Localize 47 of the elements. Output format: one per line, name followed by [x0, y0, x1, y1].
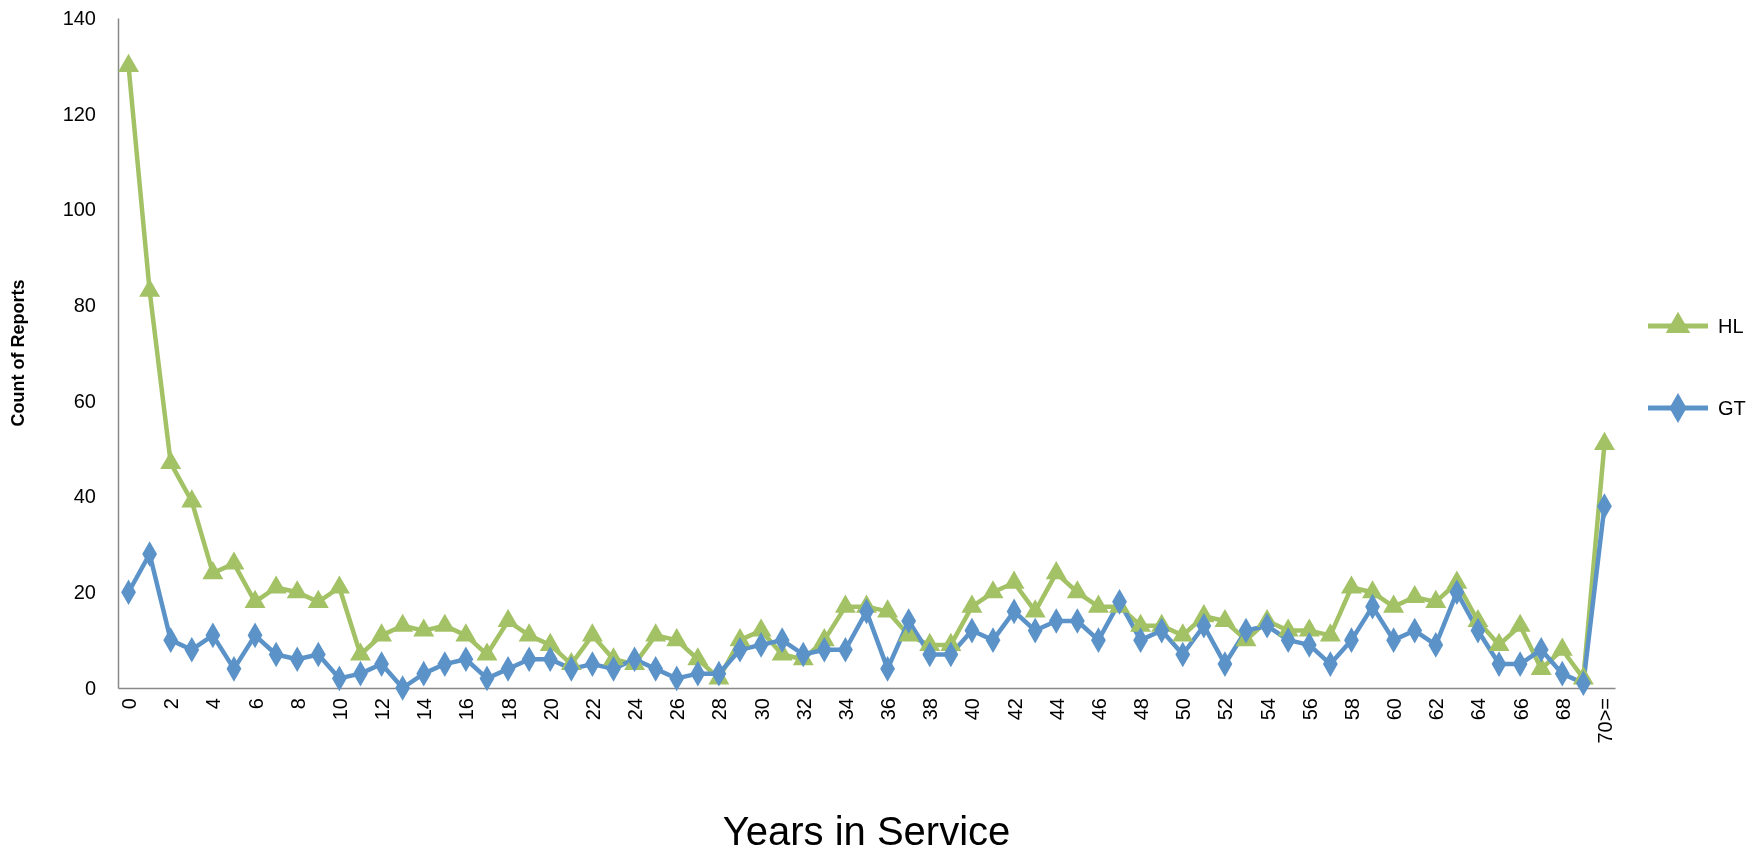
x-tick-label: 10	[328, 698, 351, 721]
x-tick-label: 64	[1467, 698, 1490, 721]
x-tick-label: 66	[1509, 698, 1532, 721]
x-tick-label: 46	[1087, 698, 1110, 721]
x-tick-label: 48	[1130, 698, 1153, 721]
y-tick-label: 20	[73, 581, 96, 604]
x-tick-label: 24	[624, 698, 647, 721]
x-tick-label: 52	[1214, 698, 1237, 721]
x-tick-label: 30	[750, 698, 773, 721]
x-tick-label: 44	[1045, 698, 1068, 721]
x-tick-label: 12	[371, 698, 394, 721]
x-tick-label: 56	[1298, 698, 1321, 721]
x-tick-label: 68	[1551, 698, 1574, 721]
x-tick-label: 2	[160, 698, 183, 710]
x-tick-label: 14	[413, 698, 436, 721]
x-tick-label: 34	[834, 698, 857, 721]
y-axis-title: Count of Reports	[8, 279, 28, 427]
x-tick-label: 16	[455, 698, 478, 721]
y-tick-label: 60	[73, 389, 96, 412]
y-tick-label: 100	[62, 198, 96, 221]
x-tick-label: 0	[118, 698, 141, 710]
x-tick-label: 50	[1172, 698, 1195, 721]
x-tick-label: 18	[497, 698, 520, 721]
x-tick-label: 26	[666, 698, 689, 721]
y-tick-label: 140	[62, 6, 96, 29]
y-tick-label: 80	[73, 294, 96, 317]
x-tick-label: 8	[286, 698, 309, 710]
y-tick-label: 40	[73, 485, 96, 508]
x-tick-label: 36	[877, 698, 900, 721]
x-tick-label: 22	[581, 698, 604, 721]
x-tick-label: 6	[244, 698, 267, 710]
legend-label: GT	[1718, 397, 1746, 419]
x-tick-label: 60	[1383, 698, 1406, 721]
x-axis-title: Years in Service	[722, 809, 1011, 853]
x-tick-label: 42	[1003, 698, 1026, 721]
x-tick-label: 40	[961, 698, 984, 721]
x-tick-label: 70>=	[1593, 698, 1616, 744]
x-tick-label: 32	[792, 698, 815, 721]
x-tick-label: 38	[919, 698, 942, 721]
legend-label: HL	[1718, 315, 1744, 337]
x-tick-label: 4	[202, 698, 225, 710]
x-tick-label: 58	[1340, 698, 1363, 721]
x-tick-label: 28	[708, 698, 731, 721]
x-tick-label: 54	[1256, 698, 1279, 721]
x-tick-label: 62	[1425, 698, 1448, 721]
y-tick-label: 120	[62, 102, 96, 125]
x-tick-label: 20	[539, 698, 562, 721]
